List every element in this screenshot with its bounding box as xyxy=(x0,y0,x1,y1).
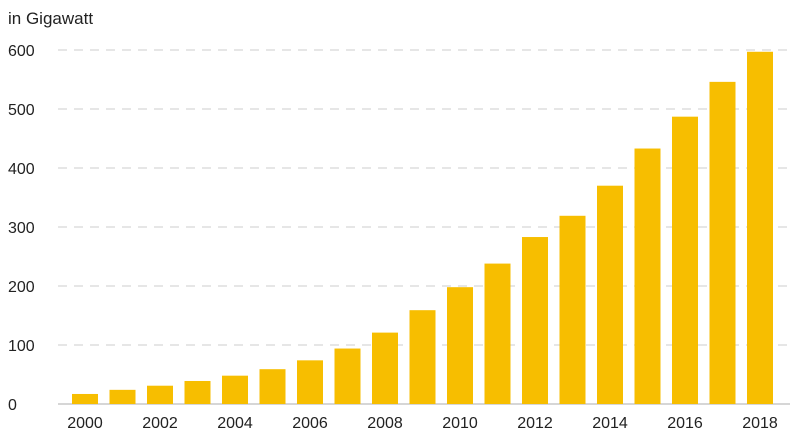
bar-2009 xyxy=(409,310,436,404)
y-tick-label: 400 xyxy=(8,161,35,178)
x-tick-label: 2014 xyxy=(592,415,628,432)
y-tick-label: 500 xyxy=(8,102,35,119)
x-tick-label: 2000 xyxy=(67,415,103,432)
bar-2011 xyxy=(484,263,511,404)
x-axis-ticks: 2000 2002 2004 2006 2008 2010 2012 2014 2016 2018 xyxy=(67,415,778,432)
bar-2002 xyxy=(147,385,173,404)
x-tick-label: 2004 xyxy=(217,415,253,432)
bar-2000 xyxy=(72,393,98,404)
bar-2007 xyxy=(334,348,361,404)
bar-2010 xyxy=(447,287,473,404)
bar-2013 xyxy=(559,215,586,404)
x-tick-label: 2018 xyxy=(742,415,778,432)
bar-2006 xyxy=(297,360,323,404)
bar-2017 xyxy=(709,81,736,405)
x-tick-label: 2016 xyxy=(667,415,703,432)
bar-2015 xyxy=(634,148,661,404)
bar-2008 xyxy=(372,332,398,404)
x-tick-label: 2010 xyxy=(442,415,478,432)
bar-2003 xyxy=(184,380,211,404)
x-tick-label: 2008 xyxy=(367,415,403,432)
x-tick-label: 2002 xyxy=(142,415,178,432)
y-tick-label: 600 xyxy=(8,43,35,60)
y-tick-label: 100 xyxy=(8,338,35,355)
bar-2016 xyxy=(672,116,698,405)
y-axis-ticks: 0 100 200 300 400 500 600 xyxy=(8,43,35,414)
x-tick-label: 2006 xyxy=(292,415,328,432)
bar-2001 xyxy=(109,389,136,404)
bar-2014 xyxy=(597,185,623,404)
bar-2005 xyxy=(259,369,286,404)
x-tick-label: 2012 xyxy=(517,415,553,432)
y-tick-label: 200 xyxy=(8,279,35,296)
bar-2012 xyxy=(522,237,548,404)
bar-2004 xyxy=(222,375,248,404)
y-tick-label: 0 xyxy=(8,397,17,414)
bar-2018 xyxy=(747,51,773,405)
y-axis-unit-label: in Gigawatt xyxy=(8,9,93,28)
bars xyxy=(72,51,773,405)
y-tick-label: 300 xyxy=(8,220,35,237)
